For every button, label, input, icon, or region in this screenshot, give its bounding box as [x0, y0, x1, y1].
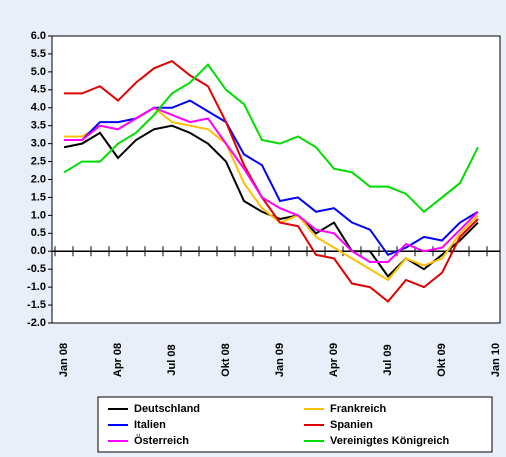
- y-tick-label: 1.5: [31, 191, 46, 203]
- y-tick-label: 0.0: [31, 245, 46, 257]
- y-tick-label: 6.0: [31, 30, 46, 42]
- y-tick-label: 0.5: [31, 227, 46, 239]
- y-tick-label: -1.0: [27, 281, 46, 293]
- y-tick-label: 5.0: [31, 66, 46, 78]
- y-tick-label: -2.0: [27, 317, 46, 329]
- series-line: [64, 106, 479, 264]
- series-line: [63, 63, 479, 214]
- x-tick-label: Jan 09: [274, 343, 286, 377]
- x-tick-label: Apr 09: [328, 343, 340, 377]
- x-tick-label: Jan 08: [58, 343, 70, 377]
- y-tick-label: -1.5: [27, 299, 46, 311]
- legend-label: Deutschland: [134, 403, 200, 415]
- y-tick-label: 4.5: [31, 84, 46, 96]
- y-tick-label: -0.5: [27, 263, 46, 275]
- legend-label: Spanien: [330, 419, 373, 431]
- x-tick-label: Apr 08: [112, 343, 124, 377]
- y-tick-label: 2.0: [31, 173, 46, 185]
- legend-box: [97, 396, 493, 453]
- y-tick-label: 1.0: [31, 209, 46, 221]
- series-line: [64, 59, 479, 303]
- legend-label: Italien: [134, 419, 166, 431]
- x-tick-label: Jul 09: [382, 344, 394, 375]
- x-tick-label: Okt 08: [220, 343, 232, 377]
- y-tick-label: 2.5: [31, 155, 46, 167]
- y-tick-label: 5.5: [31, 48, 46, 60]
- plot-area: [51, 35, 501, 324]
- y-tick-label: 4.0: [31, 102, 46, 114]
- x-tick-label: Jan 10: [490, 343, 502, 377]
- x-tick-label: Jul 08: [166, 344, 178, 375]
- y-tick-label: 3.5: [31, 120, 46, 132]
- y-tick-label: 3.0: [31, 138, 46, 150]
- legend-label: Vereinigtes Königreich: [330, 435, 449, 447]
- legend-label: Österreich: [134, 434, 189, 447]
- legend-label: Frankreich: [330, 403, 387, 415]
- x-tick-label: Okt 09: [436, 343, 448, 377]
